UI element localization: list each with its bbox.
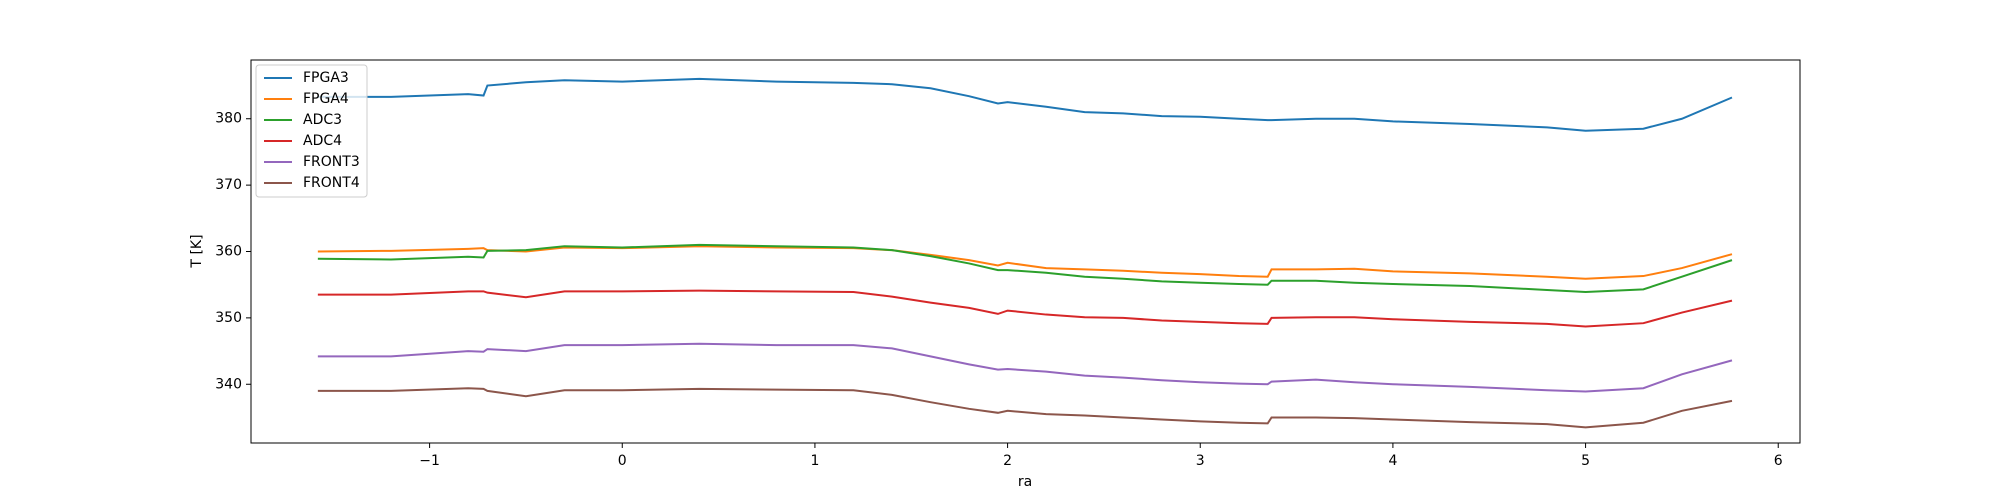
y-tick-label: 350: [215, 310, 242, 326]
x-tick-label: 5: [1581, 453, 1590, 469]
legend-label: FPGA3: [303, 70, 349, 86]
series-line: [317, 245, 1733, 280]
series-line: [317, 289, 1733, 328]
y-tick-label: 380: [215, 111, 242, 127]
series-line: [317, 342, 1733, 393]
y-tick-label: 360: [215, 244, 242, 260]
x-axis-label: ra: [1018, 474, 1032, 490]
legend-label: FPGA4: [303, 91, 349, 107]
y-tick-label: 370: [215, 177, 242, 193]
series-line: [317, 77, 1733, 132]
series-line: [317, 387, 1733, 429]
x-tick-label: 1: [810, 453, 819, 469]
series-line: [317, 243, 1733, 293]
x-tick-label: 6: [1774, 453, 1783, 469]
x-tick-label: −1: [419, 453, 440, 469]
x-tick-label: 0: [618, 453, 627, 469]
y-tick-label: 340: [215, 376, 242, 392]
legend-label: ADC4: [303, 133, 342, 149]
plot-frame: [250, 59, 1801, 444]
legend: FPGA3 FPGA4 ADC3 ADC4 FRONT3 FRONT4: [255, 64, 368, 198]
y-axis-label: T [K]: [189, 234, 205, 268]
legend-label: FRONT3: [303, 154, 360, 170]
x-tick-label: 3: [1196, 453, 1205, 469]
x-tick-label: 2: [1003, 453, 1012, 469]
legend-label: ADC3: [303, 112, 342, 128]
x-tick-label: 4: [1388, 453, 1397, 469]
legend-label: FRONT4: [303, 175, 360, 191]
